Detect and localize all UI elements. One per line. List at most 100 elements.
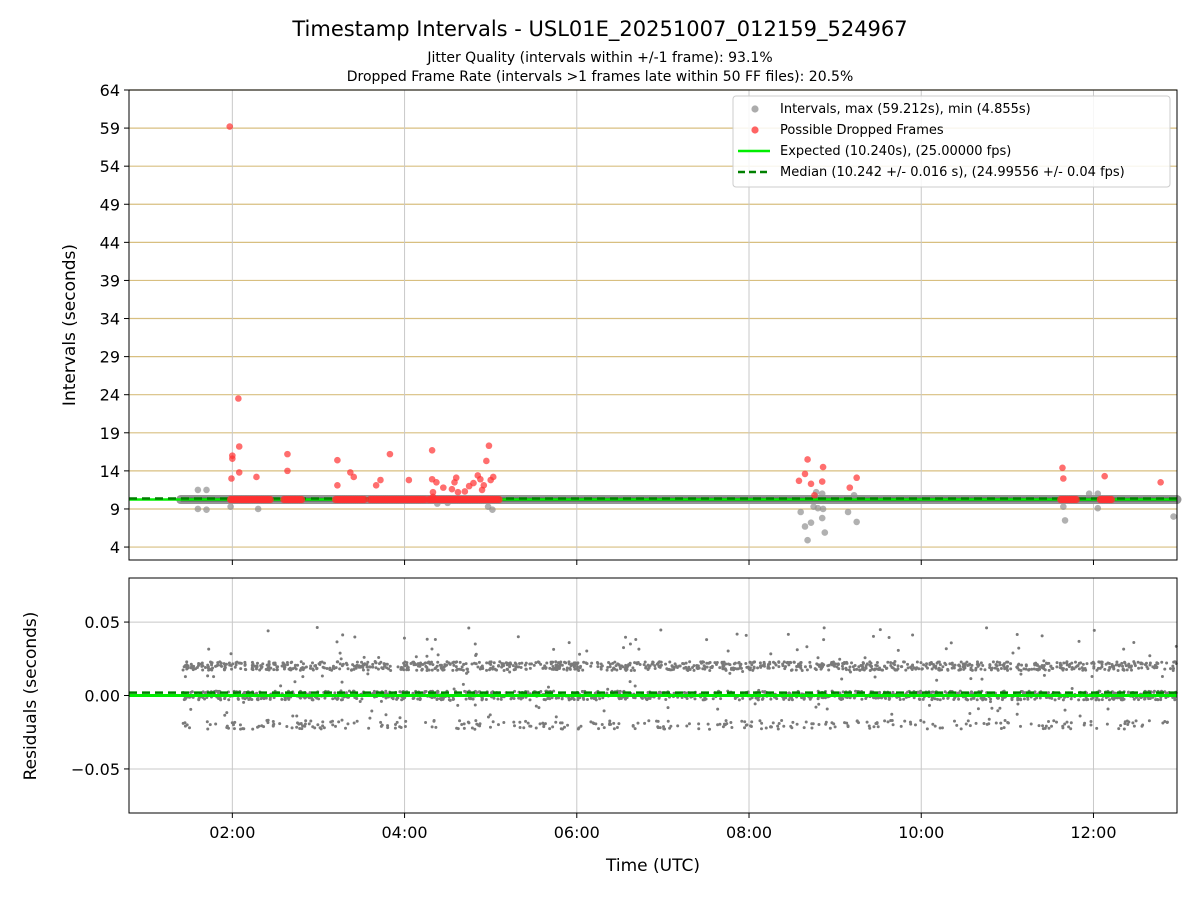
residual-point [1148, 661, 1152, 665]
residual-point [441, 668, 445, 672]
residual-point [861, 661, 865, 665]
interval-point [804, 536, 811, 544]
residual-point [474, 719, 478, 723]
residual-point [1126, 690, 1130, 694]
residual-point [384, 696, 388, 700]
residual-point [860, 697, 864, 701]
residual-point [890, 712, 894, 716]
residual-point [1159, 698, 1163, 702]
residual-point [643, 721, 647, 725]
residual-point [729, 720, 733, 724]
residual-point [183, 664, 187, 668]
figure-title: Timestamp Intervals - USL01E_20251007_01… [291, 17, 907, 42]
dropped-frame-point [819, 463, 827, 471]
residual-point [1084, 698, 1088, 702]
residual-point [424, 690, 428, 694]
residual-point [661, 725, 665, 729]
residual-point [462, 722, 466, 726]
residual-point [538, 722, 542, 726]
residual-point [935, 678, 939, 682]
residual-point [518, 720, 522, 724]
residual-point [837, 667, 841, 671]
intervals-y-tick-label: 64 [100, 81, 120, 100]
residual-point [207, 647, 211, 651]
residual-point [461, 682, 465, 686]
residual-point [328, 667, 332, 671]
residual-point [333, 696, 337, 700]
residual-point [219, 664, 223, 668]
residual-point [316, 723, 320, 727]
residual-point [460, 665, 464, 669]
residual-point [225, 711, 229, 715]
residual-point [891, 661, 895, 665]
residual-point [1103, 667, 1107, 671]
residual-point [902, 660, 906, 664]
dropped-frame-point [405, 476, 413, 484]
residual-point [400, 666, 404, 670]
residual-point [272, 668, 276, 672]
residual-point [941, 665, 945, 669]
residual-point [924, 664, 928, 668]
residual-point [1152, 689, 1156, 693]
residual-point [702, 664, 706, 668]
residual-point [1107, 698, 1111, 702]
residual-point [278, 722, 282, 726]
residual-point [508, 670, 512, 674]
residual-point [635, 662, 639, 666]
residual-point [808, 660, 812, 664]
residual-point [576, 698, 580, 702]
residual-point [834, 662, 838, 666]
residual-point [822, 626, 826, 630]
residual-point [1163, 667, 1167, 671]
residual-point [820, 666, 824, 670]
residual-point [210, 661, 214, 665]
residual-point [1096, 666, 1100, 670]
residual-point [684, 691, 688, 695]
residual-point [1040, 634, 1044, 638]
residual-point [1134, 719, 1138, 723]
residual-point [744, 661, 748, 665]
residuals-y-tick-label: −0.05 [71, 760, 120, 779]
residual-point [750, 696, 754, 700]
figure-subtitle-dropped: Dropped Frame Rate (intervals >1 frames … [347, 69, 854, 85]
residual-point [878, 628, 882, 632]
residual-point [794, 668, 798, 672]
residual-point [310, 661, 314, 665]
residual-point [1077, 698, 1081, 702]
residual-point [1077, 639, 1081, 643]
residual-point [911, 633, 915, 637]
residual-point [952, 719, 956, 723]
residual-point [579, 664, 583, 668]
residuals-panel: −0.05 0.00 0.05 02:00 04:00 06:00 08:00 10:00 1… [21, 577, 1178, 876]
residual-point [1094, 698, 1098, 702]
residual-point [644, 666, 648, 670]
residual-point [613, 660, 617, 664]
residual-point [1003, 719, 1007, 723]
residual-point [929, 691, 933, 695]
residual-point [266, 666, 270, 670]
residual-point [544, 666, 548, 670]
residual-point [520, 661, 524, 665]
residual-point [465, 667, 469, 671]
residual-point [743, 720, 747, 724]
residual-point [414, 655, 418, 659]
residual-point [1137, 666, 1141, 670]
residual-point [953, 696, 957, 700]
residual-point [379, 699, 383, 703]
residual-point [267, 661, 271, 665]
residual-point [1042, 673, 1046, 677]
x-tick-label: 02:00 [209, 823, 255, 842]
residual-point [1070, 686, 1074, 690]
residual-point [436, 668, 440, 672]
residual-point [959, 660, 963, 664]
residual-point [474, 652, 478, 656]
residual-point [1126, 722, 1130, 726]
residual-point [295, 714, 299, 718]
residual-point [233, 720, 237, 724]
residual-point [578, 652, 582, 656]
residual-point [944, 647, 948, 651]
residual-point [832, 722, 836, 726]
residual-point [309, 719, 313, 723]
dropped-frame-point [433, 479, 440, 486]
residual-point [340, 718, 344, 722]
